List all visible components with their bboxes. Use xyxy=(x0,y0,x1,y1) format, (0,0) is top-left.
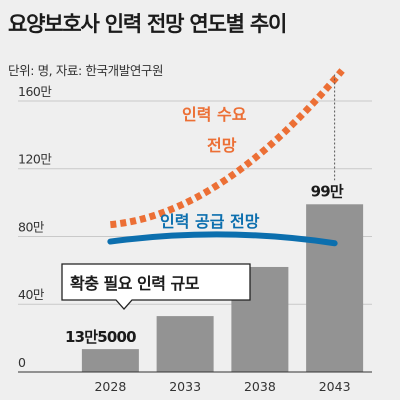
x-tick-label: 2033 xyxy=(169,379,201,394)
supply-series-label: 인력 공급 전망 xyxy=(160,212,260,231)
callout-box: 확충 필요 인력 규모 xyxy=(61,263,251,310)
callout-text: 확충 필요 인력 규모 xyxy=(70,274,200,293)
demand-line xyxy=(110,68,345,229)
demand-series-label-line2: 전망 xyxy=(207,136,237,155)
demand-series-label: 인력 수요 xyxy=(182,105,247,124)
y-axis-ticks: 0 40만 80만 120만 160만 xyxy=(18,84,53,370)
y-tick-label: 160만 xyxy=(18,84,52,99)
y-tick-label: 80만 xyxy=(18,219,45,234)
x-axis-ticks: 2028 2033 2038 2043 xyxy=(94,379,350,394)
y-tick-label: 40만 xyxy=(18,287,45,302)
bar-data-label-2043: 99만 xyxy=(311,182,344,200)
chart-subtitle: 단위: 명, 자료: 한국개발연구원 xyxy=(8,63,164,78)
bar xyxy=(306,204,364,372)
callout-box-shape xyxy=(61,263,251,310)
x-tick-label: 2038 xyxy=(244,379,276,394)
x-tick-label: 2028 xyxy=(94,379,126,394)
bar xyxy=(81,349,139,372)
line-series xyxy=(107,68,345,247)
bar-data-label-2028: 13만5000 xyxy=(65,328,136,346)
y-tick-label: 120만 xyxy=(18,152,52,167)
x-tick-label: 2043 xyxy=(319,379,351,394)
bar xyxy=(156,316,214,372)
chart-title: 요양보호사 인력 전망 연도별 추이 xyxy=(8,12,287,36)
supply-line xyxy=(107,231,338,247)
y-tick-label: 0 xyxy=(18,355,26,370)
